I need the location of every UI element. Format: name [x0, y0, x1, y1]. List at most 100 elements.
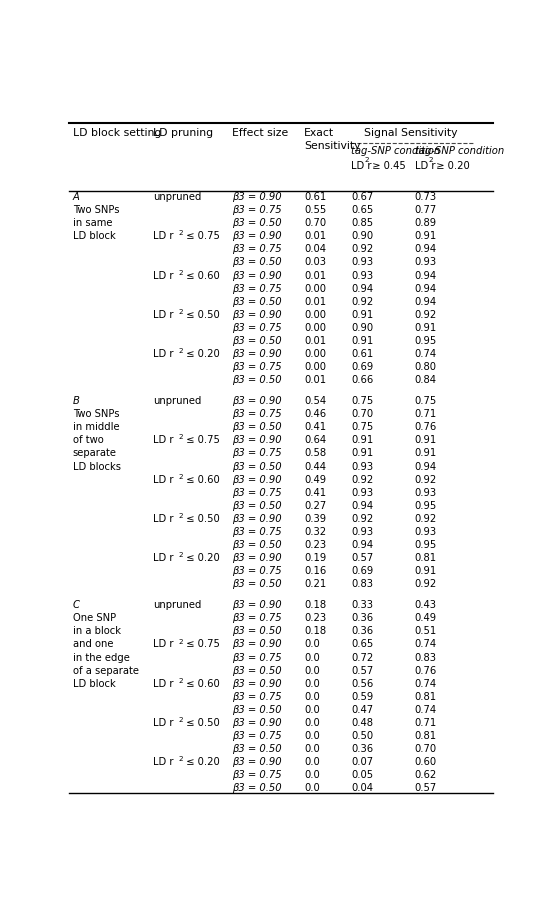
Text: 0.41: 0.41 [304, 488, 326, 498]
Text: 0.94: 0.94 [351, 501, 373, 510]
Text: 0.69: 0.69 [351, 566, 373, 576]
Text: Two SNPs: Two SNPs [73, 205, 119, 215]
Text: B: B [73, 396, 79, 406]
Text: 0.62: 0.62 [415, 771, 437, 780]
Text: of two: of two [73, 435, 104, 446]
Text: β3 = 0.75: β3 = 0.75 [232, 566, 282, 576]
Text: Exact: Exact [304, 127, 334, 137]
Text: 0.57: 0.57 [351, 666, 373, 675]
Text: 0.70: 0.70 [304, 218, 326, 228]
Text: 0.94: 0.94 [415, 462, 437, 472]
Text: LD r: LD r [415, 161, 435, 170]
Text: β3 = 0.50: β3 = 0.50 [232, 540, 282, 550]
Text: One SNP: One SNP [73, 614, 116, 623]
Text: Effect size: Effect size [232, 127, 288, 137]
Text: and one: and one [73, 640, 113, 649]
Text: tag-SNP condition: tag-SNP condition [351, 145, 440, 155]
Text: 0.32: 0.32 [304, 527, 326, 537]
Text: 0.0: 0.0 [304, 718, 320, 728]
Text: 2: 2 [178, 270, 182, 275]
Text: ≤ 0.50: ≤ 0.50 [182, 718, 220, 728]
Text: β3 = 0.75: β3 = 0.75 [232, 409, 282, 419]
Text: β3 = 0.90: β3 = 0.90 [232, 192, 282, 202]
Text: β3 = 0.90: β3 = 0.90 [232, 640, 282, 649]
Text: 0.21: 0.21 [304, 579, 327, 589]
Text: 0.03: 0.03 [304, 257, 326, 267]
Text: in same: in same [73, 218, 112, 228]
Text: β3 = 0.90: β3 = 0.90 [232, 396, 282, 406]
Text: 0.93: 0.93 [351, 488, 373, 498]
Text: 0.71: 0.71 [415, 718, 437, 728]
Text: 0.70: 0.70 [351, 409, 373, 419]
Text: LD r: LD r [351, 161, 372, 170]
Text: 0.64: 0.64 [304, 435, 326, 446]
Text: β3 = 0.75: β3 = 0.75 [232, 527, 282, 537]
Text: 0.94: 0.94 [415, 283, 437, 293]
Text: LD block setting: LD block setting [73, 127, 161, 137]
Text: 0.01: 0.01 [304, 297, 326, 307]
Text: 0.91: 0.91 [351, 448, 373, 458]
Text: 0.27: 0.27 [304, 501, 327, 510]
Text: 0.74: 0.74 [415, 349, 437, 359]
Text: 0.81: 0.81 [415, 692, 437, 701]
Text: 0.94: 0.94 [351, 540, 373, 550]
Text: β3 = 0.75: β3 = 0.75 [232, 244, 282, 255]
Text: 0.93: 0.93 [351, 257, 373, 267]
Text: β3 = 0.50: β3 = 0.50 [232, 257, 282, 267]
Text: β3 = 0.90: β3 = 0.90 [232, 718, 282, 728]
Text: β3 = 0.90: β3 = 0.90 [232, 309, 282, 320]
Text: 0.92: 0.92 [351, 475, 373, 484]
Text: 0.91: 0.91 [415, 435, 437, 446]
Text: 0.01: 0.01 [304, 271, 326, 281]
Text: LD r: LD r [153, 309, 174, 320]
Text: LD r: LD r [153, 271, 174, 281]
Text: 2: 2 [178, 474, 182, 480]
Text: 0.0: 0.0 [304, 692, 320, 701]
Text: 0.18: 0.18 [304, 600, 326, 610]
Text: 0.04: 0.04 [304, 244, 326, 255]
Text: 0.81: 0.81 [415, 731, 437, 741]
Text: 0.74: 0.74 [415, 640, 437, 649]
Text: 0.75: 0.75 [415, 396, 437, 406]
Text: 0.76: 0.76 [415, 422, 437, 432]
Text: 0.58: 0.58 [304, 448, 326, 458]
Text: 0.44: 0.44 [304, 462, 326, 472]
Text: 0.39: 0.39 [304, 514, 326, 524]
Text: β3 = 0.50: β3 = 0.50 [232, 462, 282, 472]
Text: 0.76: 0.76 [415, 666, 437, 675]
Text: 0.36: 0.36 [351, 626, 373, 636]
Text: β3 = 0.75: β3 = 0.75 [232, 323, 282, 333]
Text: 0.49: 0.49 [304, 475, 326, 484]
Text: ≤ 0.75: ≤ 0.75 [182, 231, 220, 241]
Text: β3 = 0.90: β3 = 0.90 [232, 435, 282, 446]
Text: 0.46: 0.46 [304, 409, 326, 419]
Text: 0.36: 0.36 [351, 614, 373, 623]
Text: 2: 2 [178, 678, 182, 684]
Text: β3 = 0.90: β3 = 0.90 [232, 553, 282, 563]
Text: 0.81: 0.81 [415, 553, 437, 563]
Text: 0.04: 0.04 [351, 783, 373, 793]
Text: 0.23: 0.23 [304, 614, 326, 623]
Text: 0.92: 0.92 [415, 514, 437, 524]
Text: 0.0: 0.0 [304, 771, 320, 780]
Text: β3 = 0.75: β3 = 0.75 [232, 488, 282, 498]
Text: 0.49: 0.49 [415, 614, 437, 623]
Text: 0.48: 0.48 [351, 718, 373, 728]
Text: C: C [73, 600, 80, 610]
Text: ≤ 0.75: ≤ 0.75 [182, 640, 220, 649]
Text: 0.0: 0.0 [304, 652, 320, 663]
Text: β3 = 0.75: β3 = 0.75 [232, 205, 282, 215]
Text: 0.61: 0.61 [351, 349, 373, 359]
Text: ≥ 0.45: ≥ 0.45 [369, 161, 406, 170]
Text: 0.91: 0.91 [415, 231, 437, 241]
Text: 0.92: 0.92 [415, 475, 437, 484]
Text: 0.91: 0.91 [415, 566, 437, 576]
Text: 0.41: 0.41 [304, 422, 326, 432]
Text: 0.59: 0.59 [351, 692, 373, 701]
Text: ≤ 0.75: ≤ 0.75 [182, 435, 220, 446]
Text: 0.92: 0.92 [415, 309, 437, 320]
Text: LD pruning: LD pruning [153, 127, 214, 137]
Text: 0.94: 0.94 [415, 244, 437, 255]
Text: 0.56: 0.56 [351, 679, 373, 689]
Text: 0.93: 0.93 [415, 527, 437, 537]
